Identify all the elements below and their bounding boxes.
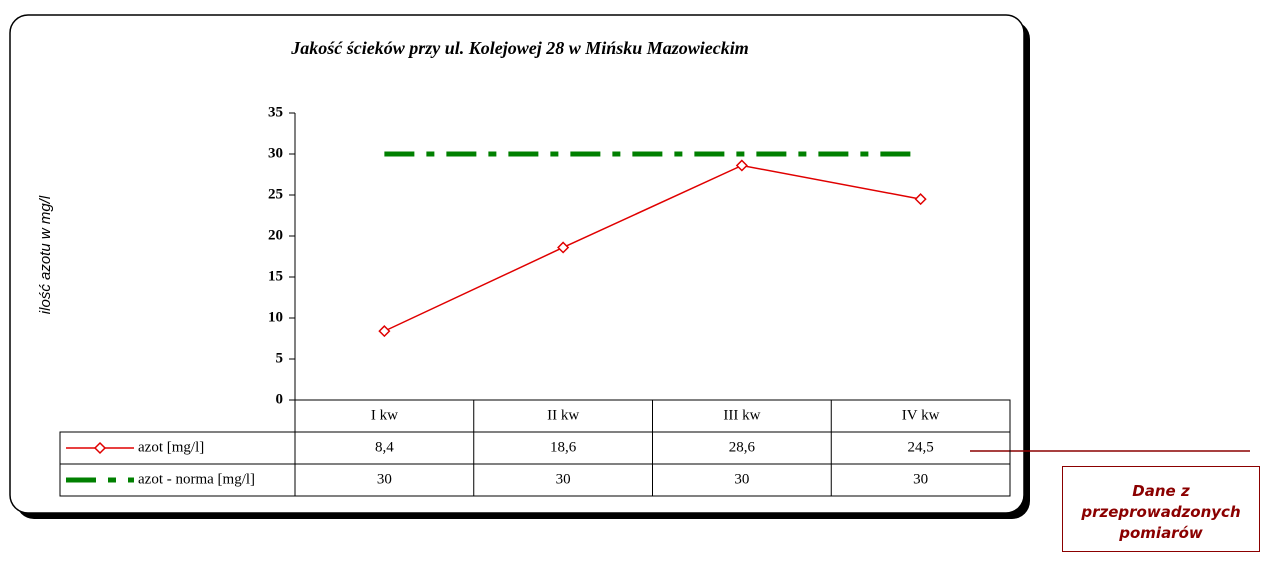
point-marker	[914, 193, 927, 206]
y-tick-label: 10	[268, 309, 283, 325]
table-value: 8,4	[375, 439, 394, 455]
table-value: 30	[556, 471, 571, 487]
annotation: Dane z przeprowadzonych pomiarów	[1062, 466, 1260, 552]
y-tick-label: 5	[276, 350, 284, 366]
y-tick-label: 15	[268, 268, 283, 284]
y-axis-label: ilość azotu w mg/l	[37, 195, 54, 314]
y-tick-label: 20	[268, 227, 283, 243]
y-tick-label: 30	[268, 145, 283, 161]
point-marker	[378, 325, 391, 338]
legend-label: azot - norma [mg/l]	[138, 471, 255, 487]
point-marker	[557, 241, 570, 254]
y-tick-label: 25	[268, 186, 283, 202]
table-value: 18,6	[550, 439, 577, 455]
x-tick-label: III kw	[723, 407, 760, 423]
table-value: 30	[734, 471, 749, 487]
legend-label: azot [mg/l]	[138, 439, 204, 455]
y-tick-label: 0	[276, 391, 284, 407]
series-line	[384, 164, 921, 332]
chart-title: Jakość ścieków przy ul. Kolejowej 28 w M…	[290, 38, 749, 58]
x-tick-label: I kw	[371, 407, 398, 423]
table-value: 30	[377, 471, 392, 487]
point-marker	[735, 159, 748, 172]
x-tick-label: II kw	[547, 407, 579, 423]
table-value: 28,6	[729, 439, 756, 455]
legend-marker	[93, 441, 107, 455]
x-tick-label: IV kw	[902, 407, 940, 423]
frame	[9, 14, 1025, 514]
table-value: 24,5	[908, 439, 934, 455]
table-value: 30	[913, 471, 928, 487]
y-tick-label: 35	[268, 104, 283, 120]
